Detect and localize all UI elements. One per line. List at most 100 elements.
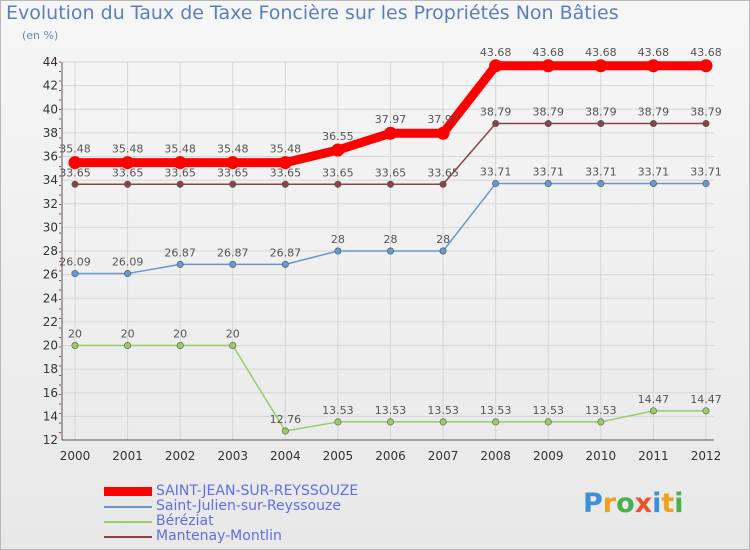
point-1-2005 bbox=[334, 247, 342, 255]
x-tick-label-2000: 2000 bbox=[60, 449, 91, 463]
point-2-2012 bbox=[702, 407, 710, 415]
point-1-2007 bbox=[439, 247, 447, 255]
point-1-2000 bbox=[71, 270, 79, 278]
legend-swatch-saint-jean bbox=[104, 487, 152, 496]
data-label-2-2002: 20 bbox=[173, 328, 187, 341]
x-tick-label-2010: 2010 bbox=[586, 449, 617, 463]
legend-label-mantenay: Mantenay-Montlin bbox=[156, 528, 282, 544]
point-2-2003 bbox=[229, 341, 237, 349]
point-0-2002 bbox=[173, 156, 187, 170]
point-1-2006 bbox=[386, 247, 394, 255]
point-3-2006 bbox=[386, 180, 394, 188]
legend-swatch-bereziat bbox=[104, 521, 152, 523]
data-label-2-2007: 13.53 bbox=[427, 404, 459, 417]
y-tick-label-20: 20 bbox=[43, 339, 58, 353]
data-label-2-2010: 13.53 bbox=[585, 404, 617, 417]
data-label-0-2008: 43.68 bbox=[480, 46, 512, 59]
point-2-2006 bbox=[386, 418, 394, 426]
point-3-2005 bbox=[334, 180, 342, 188]
point-0-2011 bbox=[646, 59, 660, 73]
x-tick-label-2002: 2002 bbox=[165, 449, 196, 463]
point-2-2004 bbox=[281, 427, 289, 435]
point-0-2010 bbox=[594, 59, 608, 73]
legend-label-saint-julien: Saint-Julien-sur-Reyssouze bbox=[156, 498, 341, 514]
point-0-2009 bbox=[541, 59, 555, 73]
point-2-2005 bbox=[334, 418, 342, 426]
point-1-2004 bbox=[281, 260, 289, 268]
point-3-2004 bbox=[281, 180, 289, 188]
x-tick-label-2001: 2001 bbox=[112, 449, 143, 463]
point-0-2004 bbox=[278, 156, 292, 170]
data-label-1-2011: 33.71 bbox=[638, 166, 670, 179]
point-2-2011 bbox=[649, 407, 657, 415]
data-label-0-2003: 35.48 bbox=[217, 143, 249, 156]
data-label-3-2001: 33.65 bbox=[112, 166, 144, 179]
data-label-3-2007: 33.65 bbox=[427, 166, 459, 179]
data-label-2-2000: 20 bbox=[68, 328, 82, 341]
data-label-0-2009: 43.68 bbox=[533, 46, 565, 59]
point-3-2003 bbox=[229, 180, 237, 188]
data-label-0-2005: 36.55 bbox=[322, 130, 354, 143]
point-2-2008 bbox=[492, 418, 500, 426]
data-label-1-2002: 26.87 bbox=[164, 246, 196, 259]
data-label-0-2006: 37.97 bbox=[375, 113, 407, 126]
data-label-0-2011: 43.68 bbox=[638, 46, 670, 59]
y-tick-label-38: 38 bbox=[43, 126, 58, 140]
legend-label-saint-jean: SAINT-JEAN-SUR-REYSSOUZE bbox=[156, 483, 359, 499]
point-2-2000 bbox=[71, 341, 79, 349]
data-label-3-2005: 33.65 bbox=[322, 166, 354, 179]
proxiti-logo: Proxiti bbox=[583, 488, 684, 519]
y-tick-label-30: 30 bbox=[43, 220, 58, 234]
point-1-2008 bbox=[492, 180, 500, 188]
x-tick-label-2009: 2009 bbox=[533, 449, 564, 463]
data-label-2-2003: 20 bbox=[226, 328, 240, 341]
legend-swatch-mantenay bbox=[104, 536, 152, 538]
data-label-1-2007: 28 bbox=[436, 233, 450, 246]
data-label-3-2000: 33.65 bbox=[59, 166, 91, 179]
point-1-2001 bbox=[124, 270, 132, 278]
data-label-1-2000: 26.09 bbox=[59, 256, 91, 269]
point-0-2005 bbox=[331, 143, 345, 157]
data-label-0-2012: 43.68 bbox=[690, 46, 722, 59]
data-label-3-2011: 38.79 bbox=[638, 106, 670, 119]
y-tick-label-24: 24 bbox=[43, 291, 58, 305]
point-1-2002 bbox=[176, 260, 184, 268]
point-3-2012 bbox=[702, 120, 710, 128]
point-1-2009 bbox=[544, 180, 552, 188]
data-label-2-2006: 13.53 bbox=[375, 404, 407, 417]
point-0-2001 bbox=[121, 156, 135, 170]
point-2-2010 bbox=[597, 418, 605, 426]
x-tick-label-2005: 2005 bbox=[323, 449, 354, 463]
x-tick-label-2007: 2007 bbox=[428, 449, 459, 463]
data-label-2-2004: 12.76 bbox=[270, 413, 302, 426]
data-label-0-2010: 43.68 bbox=[585, 46, 617, 59]
point-3-2011 bbox=[649, 120, 657, 128]
y-tick-label-12: 12 bbox=[43, 433, 58, 447]
data-label-1-2003: 26.87 bbox=[217, 246, 249, 259]
point-2-2007 bbox=[439, 418, 447, 426]
data-label-2-2012: 14.47 bbox=[690, 393, 722, 406]
data-label-1-2005: 28 bbox=[331, 233, 345, 246]
data-label-0-2001: 35.48 bbox=[112, 143, 144, 156]
point-3-2007 bbox=[439, 180, 447, 188]
point-3-2000 bbox=[71, 180, 79, 188]
data-label-3-2009: 38.79 bbox=[533, 106, 565, 119]
data-label-1-2004: 26.87 bbox=[270, 246, 302, 259]
y-tick-label-18: 18 bbox=[43, 362, 58, 376]
data-label-3-2010: 38.79 bbox=[585, 106, 617, 119]
x-tick-label-2003: 2003 bbox=[217, 449, 248, 463]
point-0-2007 bbox=[436, 126, 450, 140]
x-tick-label-2004: 2004 bbox=[270, 449, 301, 463]
point-0-2003 bbox=[226, 156, 240, 170]
data-label-1-2006: 28 bbox=[384, 233, 398, 246]
data-label-3-2004: 33.65 bbox=[270, 166, 302, 179]
point-1-2012 bbox=[702, 180, 710, 188]
y-tick-label-28: 28 bbox=[43, 244, 58, 258]
legend-label-bereziat: Béréziat bbox=[156, 513, 214, 529]
point-3-2009 bbox=[544, 120, 552, 128]
legend-swatch-saint-julien bbox=[104, 506, 152, 508]
point-1-2003 bbox=[229, 260, 237, 268]
data-label-1-2009: 33.71 bbox=[533, 166, 565, 179]
data-label-3-2006: 33.65 bbox=[375, 166, 407, 179]
